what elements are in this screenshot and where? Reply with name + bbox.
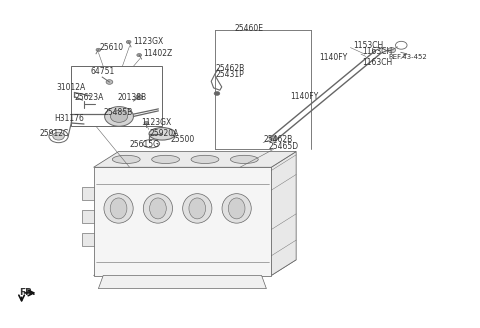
- Text: 25431P: 25431P: [215, 70, 244, 79]
- Circle shape: [144, 121, 149, 125]
- Circle shape: [53, 132, 64, 140]
- Text: 11402Z: 11402Z: [143, 49, 172, 58]
- Text: 20138B: 20138B: [118, 93, 147, 102]
- Text: 1123GX: 1123GX: [133, 36, 164, 46]
- Text: 25610: 25610: [100, 43, 124, 52]
- Text: 1163CH: 1163CH: [362, 58, 393, 68]
- Ellipse shape: [228, 198, 245, 219]
- Circle shape: [105, 107, 133, 126]
- Polygon shape: [98, 276, 266, 289]
- Circle shape: [126, 40, 131, 44]
- Ellipse shape: [112, 155, 140, 163]
- Text: 1140FY: 1140FY: [319, 53, 348, 62]
- Text: 25460E: 25460E: [234, 24, 263, 33]
- Circle shape: [214, 92, 220, 95]
- Ellipse shape: [183, 194, 212, 223]
- Ellipse shape: [152, 155, 180, 163]
- Text: 25485B: 25485B: [103, 108, 132, 117]
- Circle shape: [388, 48, 396, 53]
- Ellipse shape: [230, 155, 258, 163]
- Text: 64751: 64751: [90, 67, 115, 76]
- Ellipse shape: [110, 198, 127, 219]
- Text: 1163CH: 1163CH: [362, 47, 393, 56]
- Ellipse shape: [150, 198, 166, 219]
- Text: 1153CH: 1153CH: [353, 41, 383, 50]
- Ellipse shape: [104, 194, 133, 223]
- Ellipse shape: [144, 194, 172, 223]
- Circle shape: [137, 53, 142, 57]
- Polygon shape: [94, 167, 271, 276]
- Text: 1123GX: 1123GX: [142, 117, 172, 127]
- Circle shape: [96, 48, 101, 51]
- Text: 1140FY: 1140FY: [290, 92, 319, 101]
- Text: 25500: 25500: [170, 135, 195, 144]
- Ellipse shape: [149, 128, 176, 140]
- Circle shape: [270, 136, 277, 141]
- Text: FR.: FR.: [19, 288, 36, 297]
- Text: 25912C: 25912C: [39, 129, 69, 138]
- Ellipse shape: [222, 194, 251, 223]
- Text: 25615G: 25615G: [130, 140, 159, 150]
- Text: REF.43-452: REF.43-452: [389, 54, 428, 60]
- Text: 25462B: 25462B: [263, 135, 292, 144]
- Text: 25920A: 25920A: [150, 129, 179, 138]
- Circle shape: [136, 95, 143, 99]
- Polygon shape: [82, 210, 94, 223]
- Circle shape: [110, 111, 128, 122]
- Polygon shape: [94, 260, 296, 276]
- Polygon shape: [94, 152, 296, 167]
- Text: 25623A: 25623A: [74, 93, 104, 102]
- Polygon shape: [82, 233, 94, 246]
- Text: 25462B: 25462B: [215, 64, 244, 73]
- Polygon shape: [82, 187, 94, 200]
- Circle shape: [106, 80, 113, 84]
- Ellipse shape: [191, 155, 219, 163]
- Text: 31012A: 31012A: [57, 83, 86, 92]
- Polygon shape: [271, 152, 296, 276]
- Text: H31176: H31176: [54, 114, 84, 123]
- Ellipse shape: [189, 198, 205, 219]
- Text: 25465D: 25465D: [269, 142, 299, 152]
